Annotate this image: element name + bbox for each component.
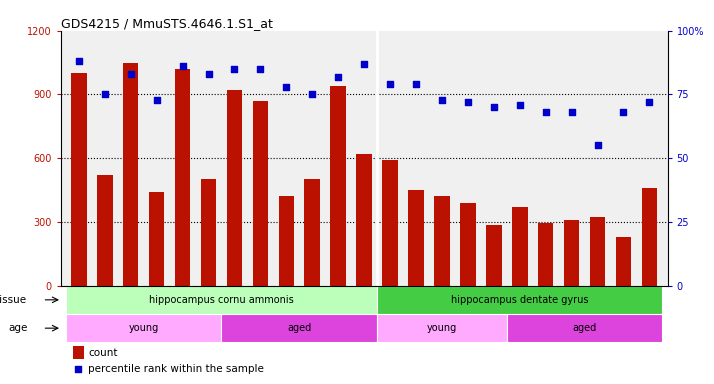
Point bbox=[592, 142, 603, 149]
Bar bbox=[356, 154, 372, 286]
Point bbox=[462, 99, 473, 105]
Point bbox=[566, 109, 578, 115]
Point bbox=[203, 71, 214, 77]
Bar bbox=[201, 179, 216, 286]
Point bbox=[644, 99, 655, 105]
Bar bbox=[331, 86, 346, 286]
Bar bbox=[642, 188, 657, 286]
Point bbox=[488, 104, 500, 110]
Bar bbox=[226, 90, 242, 286]
Point bbox=[151, 96, 162, 103]
Point bbox=[333, 74, 344, 80]
Bar bbox=[253, 101, 268, 286]
Point bbox=[306, 91, 318, 98]
Bar bbox=[382, 161, 398, 286]
Text: young: young bbox=[427, 323, 457, 333]
Point bbox=[618, 109, 629, 115]
Bar bbox=[71, 73, 86, 286]
Point bbox=[228, 66, 240, 72]
Point bbox=[255, 66, 266, 72]
Bar bbox=[123, 63, 139, 286]
Bar bbox=[512, 207, 528, 286]
Bar bbox=[460, 203, 476, 286]
Point bbox=[514, 102, 526, 108]
Bar bbox=[73, 346, 84, 359]
Point bbox=[177, 63, 188, 70]
Bar bbox=[564, 220, 579, 286]
Bar bbox=[97, 175, 113, 286]
Bar bbox=[538, 223, 553, 286]
Bar bbox=[408, 190, 424, 286]
Point bbox=[99, 91, 111, 98]
Text: count: count bbox=[88, 348, 118, 358]
Text: age: age bbox=[8, 323, 27, 333]
Text: aged: aged bbox=[573, 323, 597, 333]
Point bbox=[125, 71, 136, 77]
Bar bbox=[149, 192, 164, 286]
Text: young: young bbox=[129, 323, 159, 333]
Bar bbox=[66, 314, 221, 342]
Text: GDS4215 / MmuSTS.4646.1.S1_at: GDS4215 / MmuSTS.4646.1.S1_at bbox=[61, 17, 273, 30]
Bar bbox=[175, 69, 191, 286]
Bar bbox=[221, 314, 377, 342]
Point bbox=[73, 58, 84, 65]
Bar bbox=[377, 286, 663, 314]
Bar bbox=[278, 197, 294, 286]
Text: tissue: tissue bbox=[0, 295, 27, 305]
Point bbox=[281, 84, 292, 90]
Bar bbox=[507, 314, 663, 342]
Point bbox=[384, 81, 396, 87]
Point bbox=[540, 109, 551, 115]
Point bbox=[518, 288, 530, 295]
Bar bbox=[590, 217, 605, 286]
Point bbox=[358, 61, 370, 67]
Point bbox=[411, 81, 422, 87]
Text: aged: aged bbox=[287, 323, 311, 333]
Bar bbox=[66, 286, 377, 314]
Bar bbox=[304, 179, 320, 286]
Text: percentile rank within the sample: percentile rank within the sample bbox=[88, 364, 264, 374]
Bar bbox=[615, 237, 631, 286]
Text: hippocampus cornu ammonis: hippocampus cornu ammonis bbox=[149, 295, 294, 305]
Text: hippocampus dentate gyrus: hippocampus dentate gyrus bbox=[451, 295, 588, 305]
Bar bbox=[486, 225, 502, 286]
Point bbox=[436, 96, 448, 103]
Bar bbox=[377, 314, 507, 342]
Bar bbox=[434, 197, 450, 286]
